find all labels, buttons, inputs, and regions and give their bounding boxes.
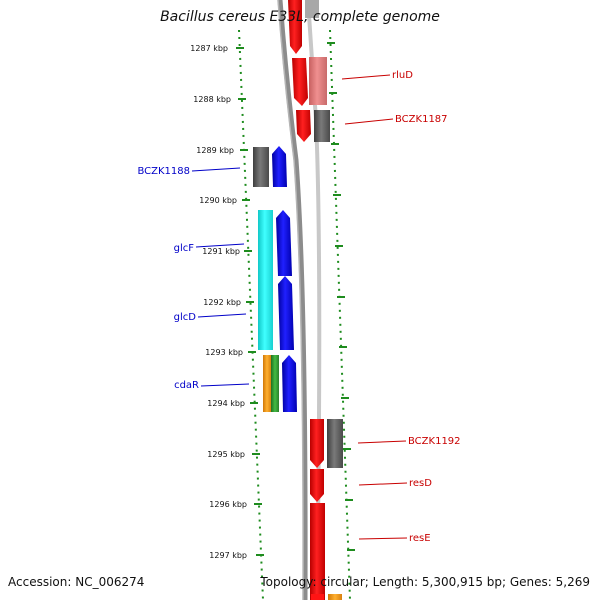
tick-marks-left — [236, 47, 264, 556]
tick-label: 1289 kbp — [196, 146, 234, 155]
accession-text: Accession: NC_006274 — [8, 575, 145, 589]
gene-arrow-red[interactable] — [310, 419, 324, 468]
tick-label: 1287 kbp — [190, 44, 228, 53]
gene-label-BCZK1188[interactable]: BCZK1188 — [137, 166, 190, 177]
gene-label-rluD[interactable]: rluD — [392, 70, 413, 81]
tick-label: 1297 kbp — [209, 551, 247, 560]
gene-label-glcF[interactable]: glcF — [174, 243, 195, 254]
tick-label: 1292 kbp — [203, 298, 241, 307]
gene-gray[interactable] — [253, 147, 269, 187]
gene-arrow-red[interactable] — [296, 110, 311, 142]
gene-orange[interactable] — [263, 355, 271, 412]
tick-label: 1294 kbp — [207, 399, 245, 408]
gene-orange-bottom[interactable] — [328, 594, 342, 600]
tick-label: 1296 kbp — [209, 500, 247, 509]
gene-labels: rluD BCZK1187 BCZK1188 glcF glcD cdaR BC… — [137, 70, 460, 544]
gene-cyan-glcF[interactable] — [258, 210, 273, 350]
gene-red-bottom[interactable] — [311, 594, 324, 600]
gene-arrow-blue[interactable] — [278, 276, 294, 350]
reverse-strand-genes — [288, 0, 343, 600]
tick-label: 1288 kbp — [193, 95, 231, 104]
backbone-arc — [277, 0, 308, 601]
gene-label-cdaR[interactable]: cdaR — [174, 380, 199, 391]
gene-label-resE[interactable]: resE — [409, 533, 431, 544]
gene-green[interactable] — [271, 355, 279, 412]
gene-arrow-red[interactable] — [310, 469, 324, 502]
genome-title: Bacillus cereus E33L, complete genome — [160, 9, 440, 25]
tick-label: 1293 kbp — [205, 348, 243, 357]
gene-arrow-blue[interactable] — [276, 210, 292, 276]
topology-text: Topology: circular; Length: 5,300,915 bp… — [260, 575, 590, 589]
tick-label: 1291 kbp — [202, 247, 240, 256]
tick-label: 1290 kbp — [199, 196, 237, 205]
gene-arrow-red[interactable] — [310, 503, 325, 600]
scale-labels: 1287 kbp 1288 kbp 1289 kbp 1290 kbp 1291… — [190, 44, 247, 560]
gene-arrow-blue[interactable] — [272, 146, 287, 187]
gene-label-BCZK1187[interactable]: BCZK1187 — [395, 114, 448, 125]
gene-arrow-red[interactable] — [292, 58, 308, 106]
gene-gray[interactable] — [327, 419, 343, 468]
gene-light-red[interactable] — [309, 57, 327, 105]
tick-label: 1295 kbp — [207, 450, 245, 459]
tick-marks-right — [327, 42, 355, 551]
gene-label-resD[interactable]: resD — [409, 478, 432, 489]
gene-arrow-red-top[interactable] — [288, 0, 302, 54]
label-leaders — [191, 74, 408, 540]
gene-arrow-blue[interactable] — [282, 355, 297, 412]
forward-strand-genes — [253, 146, 297, 412]
gene-label-glcD[interactable]: glcD — [174, 312, 197, 323]
gene-gray[interactable] — [314, 110, 330, 142]
gene-label-BCZK1192[interactable]: BCZK1192 — [408, 436, 461, 447]
gene-gray-top[interactable] — [305, 0, 319, 18]
scale-dotted-line-right — [329, 29, 351, 601]
